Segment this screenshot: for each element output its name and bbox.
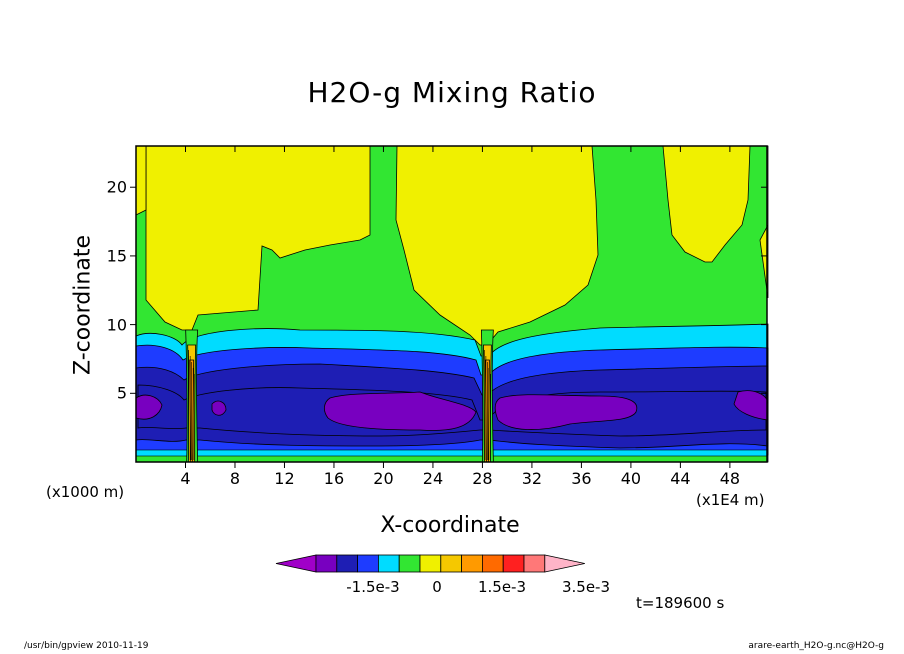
x-tick-label: 32 bbox=[521, 469, 543, 488]
footer-source: arare-earth_H2O-g.nc@H2O-g bbox=[748, 641, 884, 651]
y-tick-label: 5 bbox=[116, 383, 127, 403]
y-tick-label: 15 bbox=[106, 246, 127, 266]
contour-region-yellow bbox=[755, 145, 769, 299]
x-tick-label: 8 bbox=[229, 469, 241, 488]
colorbar-cell bbox=[315, 554, 338, 573]
colorbar-cell bbox=[461, 554, 483, 573]
footer-command: /usr/bin/gpview 2010-11-19 bbox=[24, 641, 149, 651]
colorbar-cell bbox=[357, 554, 379, 573]
colorbar-cell bbox=[336, 554, 358, 573]
y-axis-label: Z-coordinate bbox=[70, 235, 96, 375]
colorbar-label: -1.5e-3 bbox=[346, 578, 400, 596]
colorbar-cell bbox=[502, 554, 525, 573]
contour-region-green bbox=[135, 455, 768, 463]
contour-region-purple bbox=[733, 390, 769, 421]
colorbar-extend-high bbox=[544, 554, 585, 573]
x-tick-label: 16 bbox=[323, 469, 345, 488]
x-unit-label: (x1000 m) bbox=[46, 483, 125, 501]
x-scale-label: (x1E4 m) bbox=[696, 491, 765, 509]
colorbar-cell bbox=[481, 554, 504, 573]
x-tick-label: 12 bbox=[274, 469, 295, 488]
chart-title: H2O-g Mixing Ratio bbox=[307, 76, 597, 109]
colorbar-cell bbox=[523, 554, 546, 573]
x-tick-label: 44 bbox=[670, 469, 691, 488]
colorbar-extend-low bbox=[275, 554, 317, 573]
colorbar-label: 0 bbox=[432, 578, 442, 596]
contour-region-purple bbox=[135, 394, 163, 420]
colorbar-cell bbox=[377, 554, 400, 573]
x-tick-label: 20 bbox=[373, 469, 394, 488]
colorbar-cell bbox=[398, 554, 421, 573]
contour-region-yellow bbox=[135, 145, 147, 216]
y-tick-label: 10 bbox=[106, 315, 127, 335]
x-tick-label: 36 bbox=[571, 469, 592, 488]
x-tick-label: 48 bbox=[719, 469, 741, 488]
plot-frame bbox=[135, 145, 768, 463]
time-label: t=189600 s bbox=[636, 594, 725, 612]
contour-region-purple bbox=[211, 400, 227, 416]
x-tick-label: 24 bbox=[422, 469, 444, 488]
contour-region-purple bbox=[324, 391, 477, 431]
contour-region-yellow bbox=[662, 145, 751, 263]
colorbar-cell bbox=[440, 554, 462, 573]
colorbar-label: 3.5e-3 bbox=[561, 578, 611, 596]
contour-region-purple bbox=[494, 394, 638, 430]
colorbar-cell bbox=[419, 554, 442, 573]
x-tick-label: 40 bbox=[620, 469, 642, 488]
y-tick-label: 20 bbox=[106, 177, 127, 197]
colorbar-label: 1.5e-3 bbox=[477, 578, 527, 596]
x-axis-label: X-coordinate bbox=[380, 513, 520, 538]
x-tick-label: 4 bbox=[180, 469, 191, 488]
x-tick-label: 28 bbox=[472, 469, 493, 488]
